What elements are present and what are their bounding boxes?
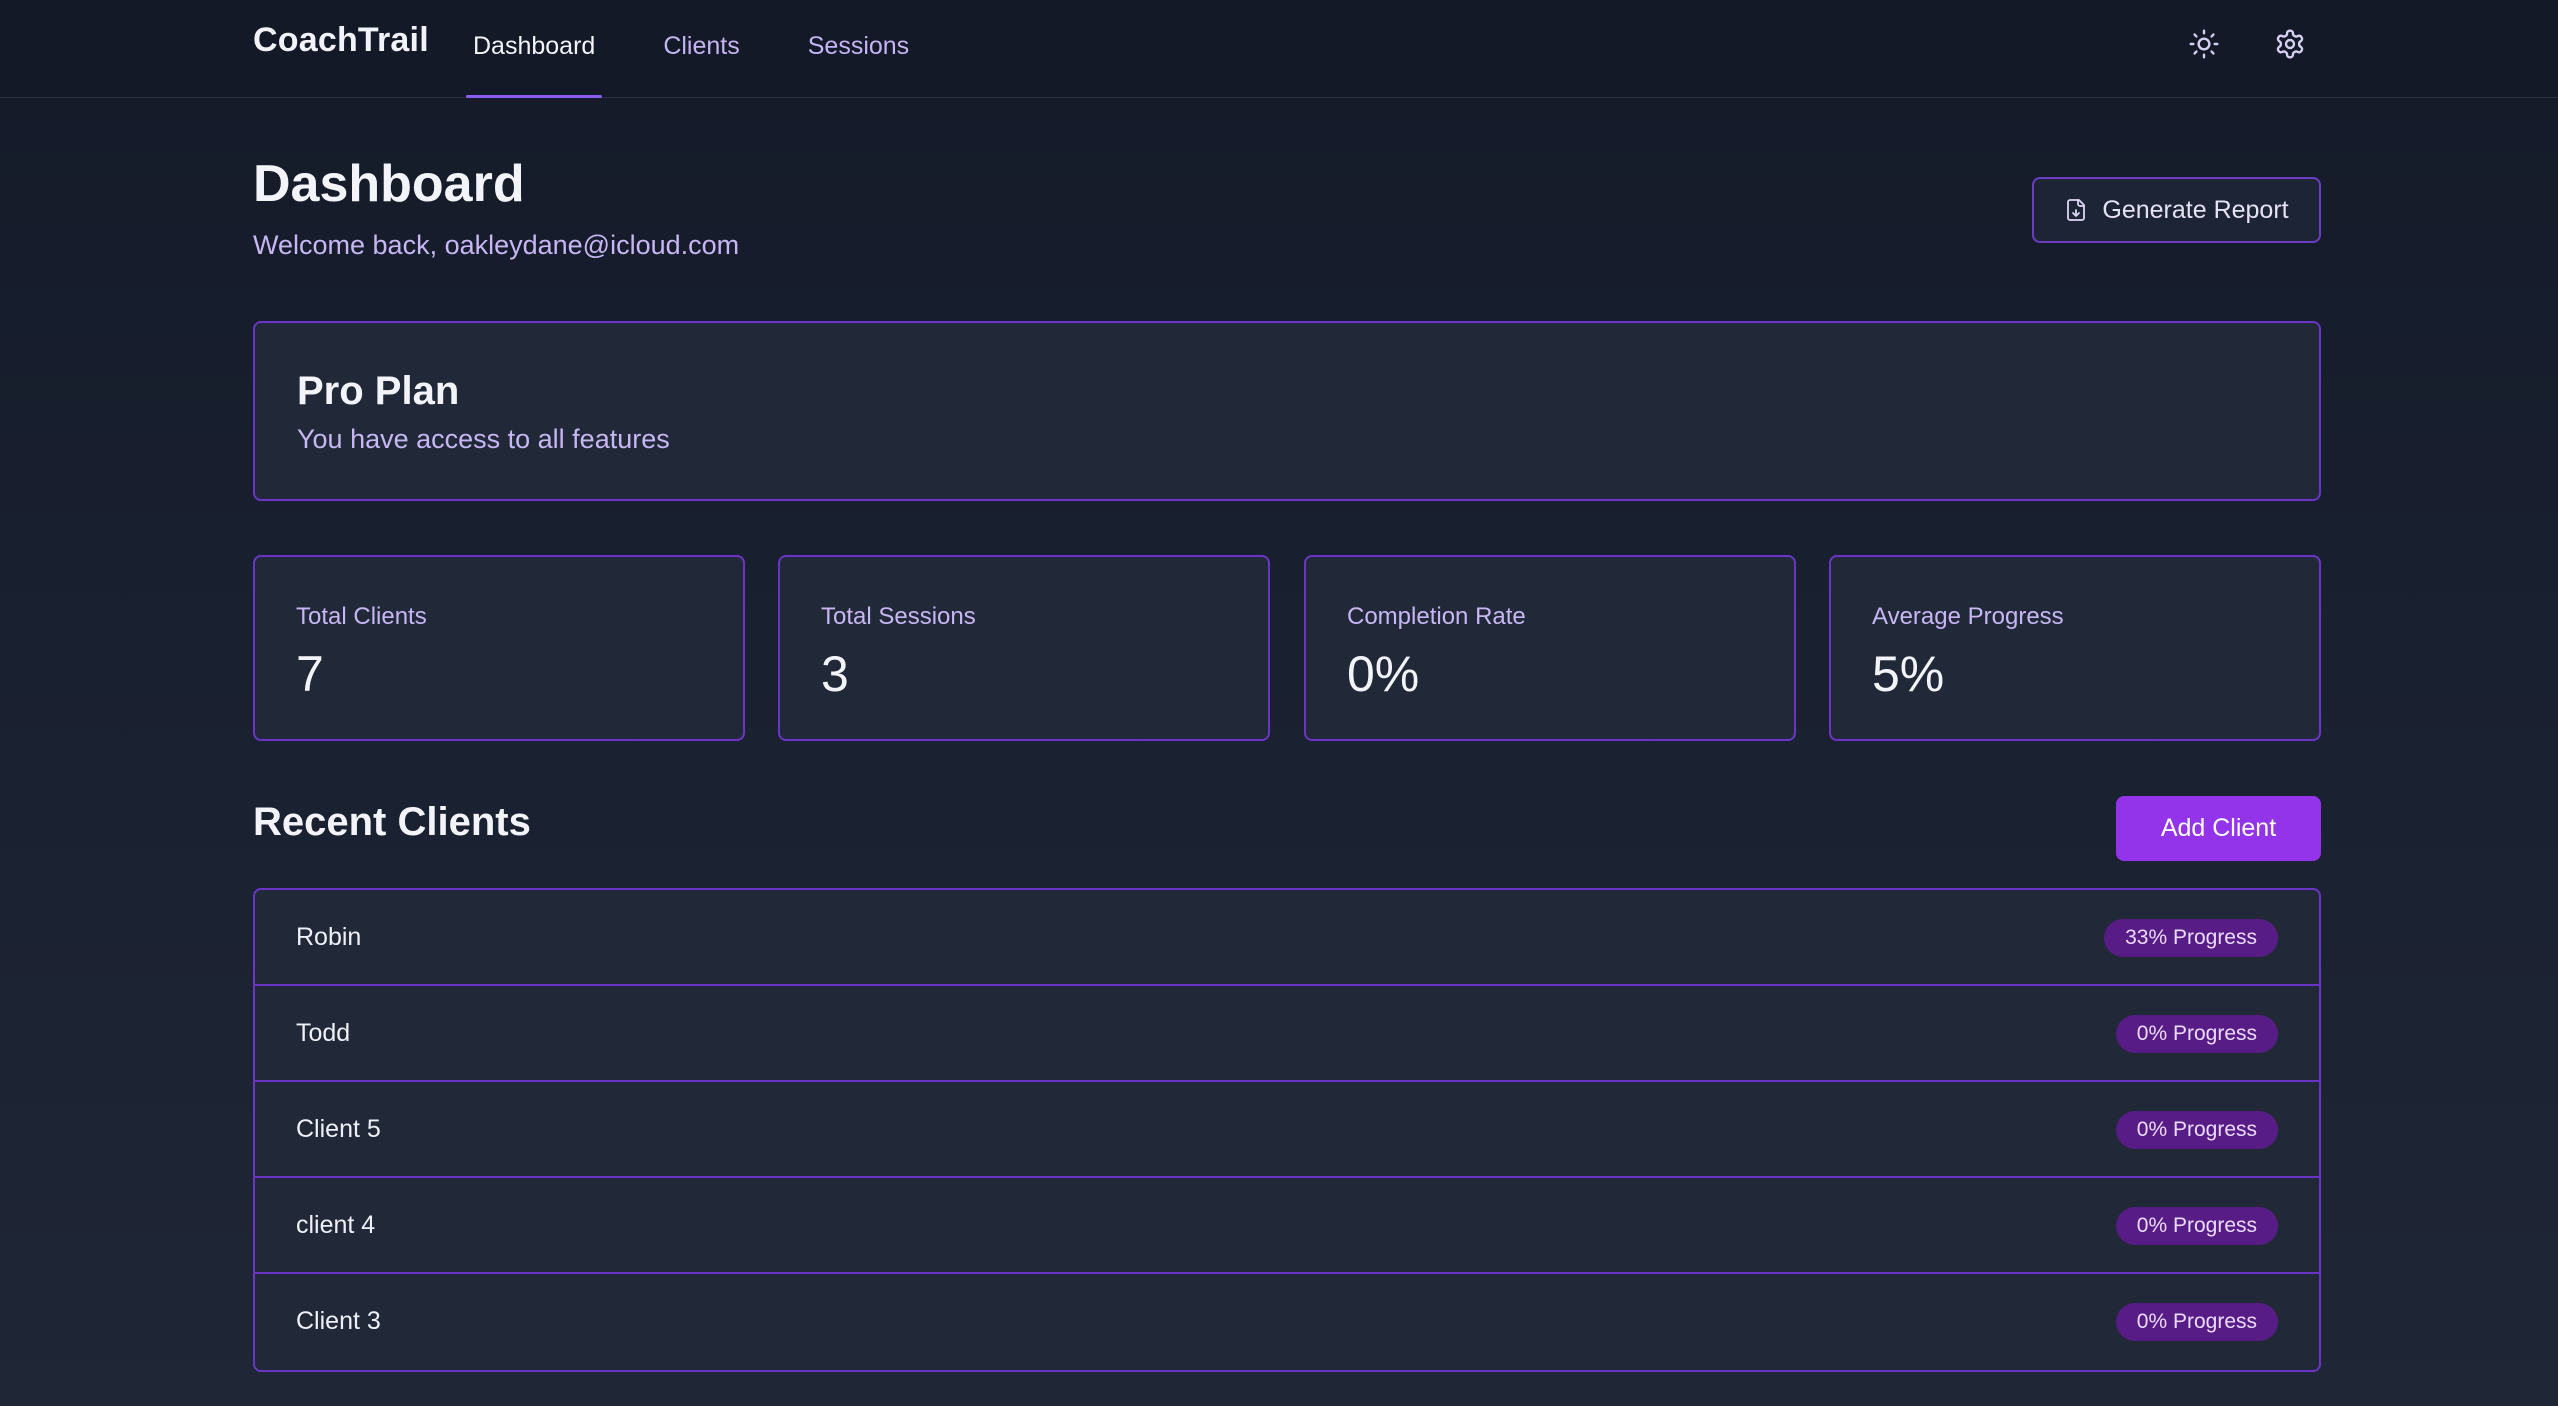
client-name: client 4 xyxy=(296,1211,376,1239)
stat-value: 5% xyxy=(1872,646,1945,702)
generate-report-label: Generate Report xyxy=(2102,195,2289,224)
client-name: Todd xyxy=(296,1019,351,1047)
stat-card-total-clients: Total Clients 7 xyxy=(253,555,745,741)
recent-clients-list: Robin 33% Progress Todd 0% Progress Clie… xyxy=(253,888,2321,1372)
client-row-client-5[interactable]: Client 5 0% Progress xyxy=(255,1082,2319,1178)
nav-tab-sessions[interactable]: Sessions xyxy=(807,32,910,60)
gear-icon xyxy=(2276,29,2304,59)
plan-title: Pro Plan xyxy=(297,369,460,413)
main-nav: Dashboard Clients Sessions xyxy=(466,0,916,98)
stat-card-average-progress: Average Progress 5% xyxy=(1829,555,2321,741)
stat-label: Total Clients xyxy=(296,603,427,630)
progress-badge: 0% Progress xyxy=(2115,1111,2278,1149)
file-download-icon xyxy=(2067,199,2086,221)
stat-value: 0% xyxy=(1347,646,1420,702)
stat-label: Total Sessions xyxy=(821,603,976,630)
recent-clients-title: Recent Clients xyxy=(253,800,531,844)
progress-badge: 0% Progress xyxy=(2115,1015,2278,1053)
settings-button[interactable] xyxy=(2268,22,2312,66)
top-nav-bar: CoachTrail Dashboard Clients Sessions xyxy=(0,0,2558,98)
stat-value: 3 xyxy=(821,646,849,702)
welcome-message: Welcome back, oakleydane@icloud.com xyxy=(253,230,740,260)
theme-toggle-button[interactable] xyxy=(2182,22,2226,66)
stat-label: Average Progress xyxy=(1872,603,2064,630)
client-row-robin[interactable]: Robin 33% Progress xyxy=(255,890,2319,986)
sun-icon xyxy=(2189,29,2219,59)
client-row-todd[interactable]: Todd 0% Progress xyxy=(255,986,2319,1082)
progress-badge: 0% Progress xyxy=(2115,1207,2278,1245)
brand-logo[interactable]: CoachTrail xyxy=(253,21,429,59)
add-client-button[interactable]: Add Client xyxy=(2116,796,2321,861)
nav-tab-dashboard[interactable]: Dashboard xyxy=(466,0,603,98)
client-name: Client 5 xyxy=(296,1115,381,1143)
stat-card-total-sessions: Total Sessions 3 xyxy=(778,555,1270,741)
progress-badge: 33% Progress xyxy=(2104,919,2278,957)
nav-tab-clients[interactable]: Clients xyxy=(663,32,740,60)
client-name: Robin xyxy=(296,923,362,951)
progress-badge: 0% Progress xyxy=(2115,1303,2278,1341)
client-row-client-3[interactable]: Client 3 0% Progress xyxy=(255,1274,2319,1370)
plan-card: Pro Plan You have access to all features xyxy=(253,321,2321,501)
stat-label: Completion Rate xyxy=(1347,603,1526,630)
stat-card-completion-rate: Completion Rate 0% xyxy=(1304,555,1796,741)
client-row-client-4[interactable]: client 4 0% Progress xyxy=(255,1178,2319,1274)
stat-value: 7 xyxy=(296,646,324,702)
plan-description: You have access to all features xyxy=(297,424,670,454)
client-name: Client 3 xyxy=(296,1307,381,1335)
generate-report-button[interactable]: Generate Report xyxy=(2032,177,2321,243)
page-title: Dashboard xyxy=(253,155,525,213)
